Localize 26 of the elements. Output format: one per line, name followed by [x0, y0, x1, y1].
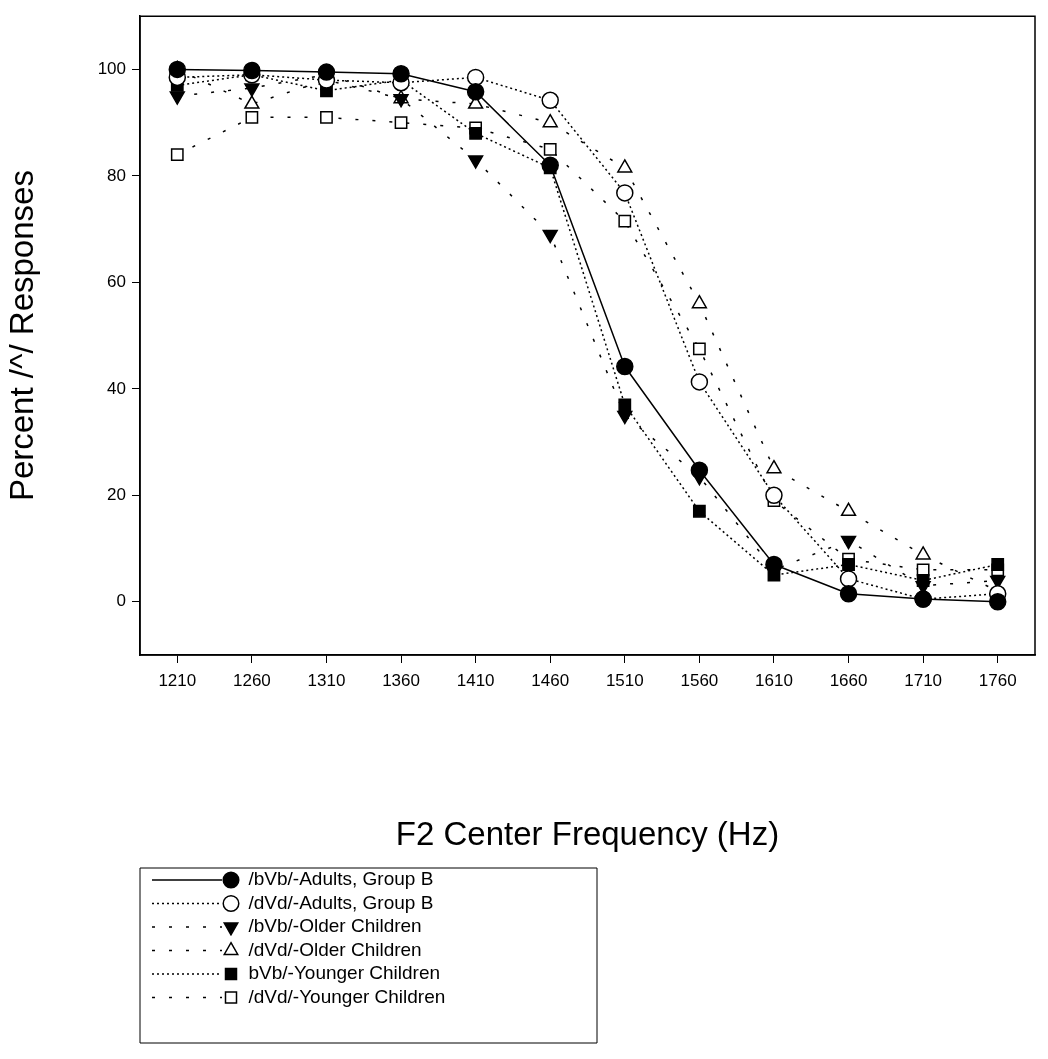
x-tick-label: 1710	[904, 670, 943, 690]
legend-label: /dVd/-Adults, Group B	[248, 891, 434, 913]
legend-label: /bVb/-Adults, Group B	[248, 868, 434, 890]
x-tick-label: 1560	[680, 670, 719, 690]
x-tick-label: 1460	[531, 670, 570, 690]
y-tick-label: 0	[116, 591, 126, 611]
y-tick-label: 80	[107, 165, 126, 185]
y-tick-label: 100	[97, 59, 126, 79]
x-tick-label: 1610	[755, 670, 793, 690]
x-tick-label: 1410	[456, 670, 495, 690]
x-tick-label: 1210	[158, 670, 197, 690]
y-tick-label: 60	[107, 272, 126, 292]
legend-label: /bVb/-Older Children	[248, 915, 422, 937]
x-tick-label: 1360	[382, 670, 420, 690]
legend-label: /dVd/-Older Children	[248, 938, 422, 960]
x-tick-label: 1510	[605, 670, 644, 690]
y-tick-label: 20	[107, 484, 126, 504]
legend-label: /dVd/-Younger Children	[248, 985, 446, 1007]
x-tick-label: 1660	[829, 670, 868, 690]
legend-label: bVb/-Younger Children	[248, 962, 441, 984]
x-tick-label: 1760	[978, 670, 1017, 690]
x-tick-label: 1310	[307, 670, 346, 690]
y-axis-title: Percent /^/ Responses	[2, 170, 40, 502]
y-tick-label: 40	[107, 378, 126, 398]
x-axis-title: F2 Center Frequency (Hz)	[395, 815, 780, 853]
x-tick-label: 1260	[232, 670, 271, 690]
